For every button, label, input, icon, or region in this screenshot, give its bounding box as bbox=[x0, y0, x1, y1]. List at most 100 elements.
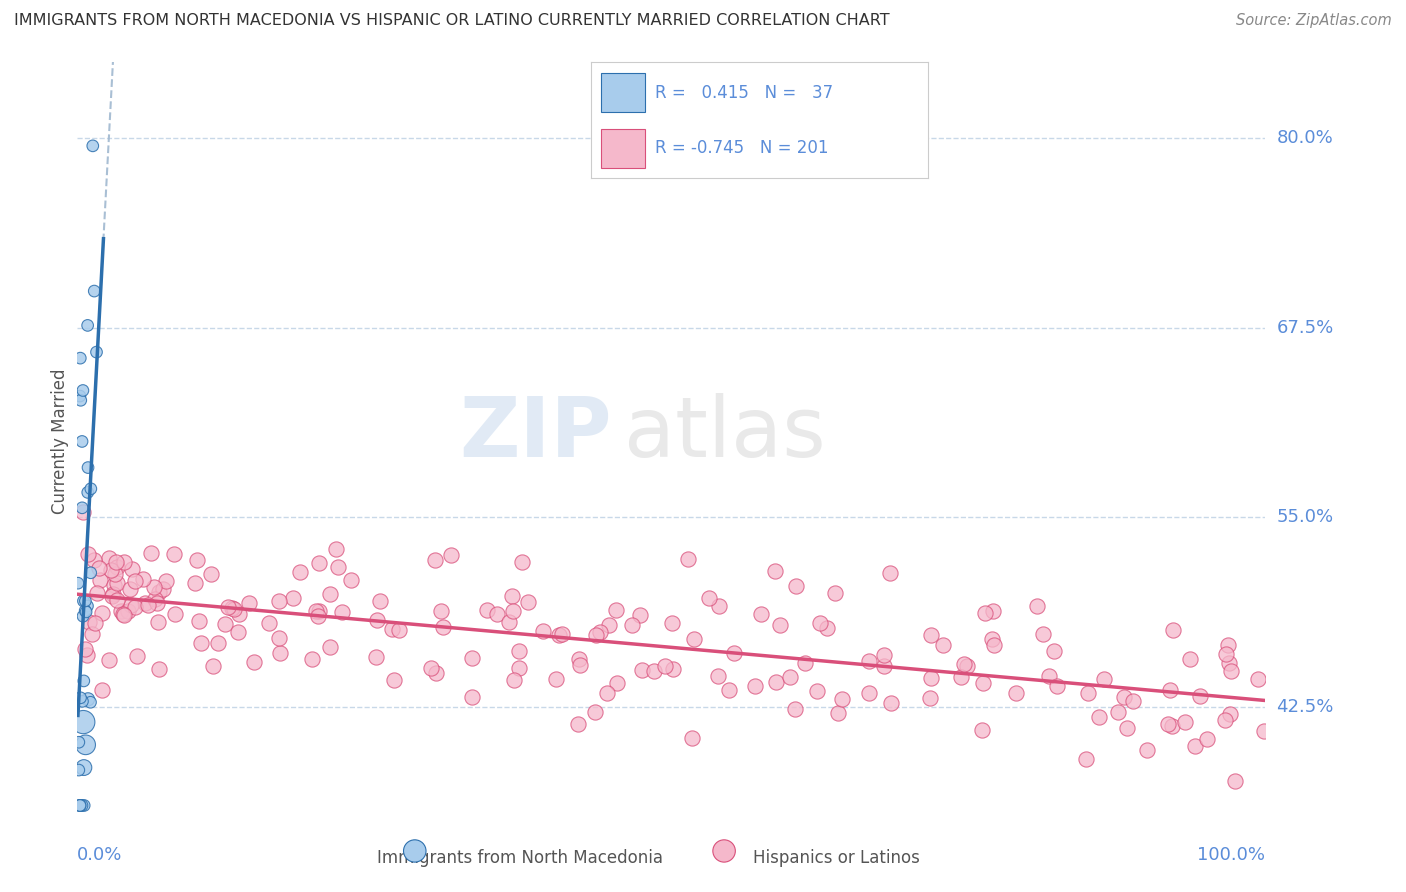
Point bbox=[76, 485, 98, 500]
Point bbox=[1038, 669, 1060, 683]
Point bbox=[880, 696, 903, 710]
Point bbox=[501, 589, 523, 603]
Point bbox=[723, 646, 745, 660]
Point bbox=[858, 654, 880, 668]
Text: 80.0%: 80.0% bbox=[1277, 129, 1333, 147]
Point bbox=[267, 631, 290, 645]
Point bbox=[132, 572, 155, 586]
Point bbox=[101, 589, 124, 603]
Point bbox=[707, 599, 730, 613]
Point bbox=[918, 691, 941, 706]
Text: atlas: atlas bbox=[624, 393, 825, 475]
Point bbox=[269, 646, 291, 660]
Point bbox=[763, 564, 786, 578]
Point bbox=[654, 658, 676, 673]
Point bbox=[1077, 686, 1099, 700]
Point bbox=[432, 619, 454, 633]
Point bbox=[1136, 743, 1159, 757]
Point bbox=[127, 649, 149, 664]
Point bbox=[1088, 710, 1111, 724]
Point bbox=[1178, 652, 1201, 666]
Point bbox=[72, 609, 94, 624]
Point bbox=[749, 607, 772, 621]
Point bbox=[69, 798, 91, 813]
Text: Hispanics or Latinos: Hispanics or Latinos bbox=[754, 849, 920, 867]
Point bbox=[79, 695, 101, 709]
Point bbox=[70, 500, 93, 515]
Point bbox=[319, 587, 342, 601]
Point bbox=[551, 627, 574, 641]
Point bbox=[163, 547, 186, 561]
Point bbox=[83, 553, 105, 567]
Point bbox=[97, 653, 120, 667]
Point bbox=[508, 660, 530, 674]
Point bbox=[779, 670, 801, 684]
Point bbox=[388, 624, 411, 638]
Point bbox=[1174, 714, 1197, 729]
Point bbox=[83, 284, 105, 298]
Point bbox=[598, 618, 620, 632]
Point bbox=[243, 655, 266, 669]
Point bbox=[765, 674, 787, 689]
Bar bbox=[600, 73, 644, 112]
Point bbox=[815, 621, 838, 635]
Point bbox=[718, 682, 741, 697]
Point bbox=[98, 550, 121, 565]
Point bbox=[475, 603, 498, 617]
Point bbox=[142, 580, 165, 594]
Point bbox=[238, 596, 260, 610]
Bar bbox=[600, 128, 644, 168]
Point bbox=[72, 505, 94, 519]
Point bbox=[82, 139, 104, 153]
Point bbox=[75, 738, 97, 752]
Point bbox=[66, 576, 89, 591]
Point bbox=[681, 731, 703, 745]
Point bbox=[91, 683, 114, 698]
Point bbox=[583, 705, 606, 719]
Point bbox=[606, 676, 628, 690]
Point bbox=[983, 638, 1005, 652]
Point bbox=[605, 603, 627, 617]
Point bbox=[460, 690, 482, 704]
Point bbox=[794, 657, 817, 671]
Point bbox=[148, 662, 170, 676]
Point bbox=[104, 555, 127, 569]
Point bbox=[288, 565, 311, 579]
Point bbox=[105, 576, 128, 591]
Point bbox=[152, 582, 174, 597]
Point bbox=[124, 600, 146, 615]
Point bbox=[75, 594, 97, 608]
Point bbox=[325, 542, 347, 557]
Point bbox=[73, 760, 96, 774]
Point bbox=[502, 673, 524, 687]
Point bbox=[508, 644, 530, 658]
Point bbox=[1043, 643, 1066, 657]
Point bbox=[207, 635, 229, 649]
Point bbox=[118, 582, 141, 596]
Point bbox=[1215, 647, 1237, 661]
Point bbox=[110, 603, 132, 617]
Point bbox=[308, 604, 330, 618]
Point bbox=[124, 574, 146, 589]
Point bbox=[364, 649, 387, 664]
Point bbox=[76, 318, 98, 333]
Point bbox=[1197, 732, 1219, 747]
Point bbox=[382, 673, 405, 687]
Point bbox=[221, 601, 243, 615]
Point bbox=[630, 664, 652, 678]
Point bbox=[1218, 657, 1240, 671]
Point bbox=[145, 595, 167, 609]
Point bbox=[112, 607, 135, 622]
Point bbox=[146, 615, 169, 629]
Text: 67.5%: 67.5% bbox=[1277, 318, 1334, 337]
Point bbox=[1216, 638, 1239, 652]
Point bbox=[76, 648, 98, 663]
Point bbox=[69, 393, 91, 408]
Point bbox=[806, 684, 828, 698]
Point bbox=[141, 546, 163, 560]
Point bbox=[186, 553, 208, 567]
Point bbox=[920, 627, 942, 641]
Point bbox=[111, 607, 134, 621]
Point bbox=[1253, 723, 1275, 738]
Point bbox=[120, 599, 142, 613]
